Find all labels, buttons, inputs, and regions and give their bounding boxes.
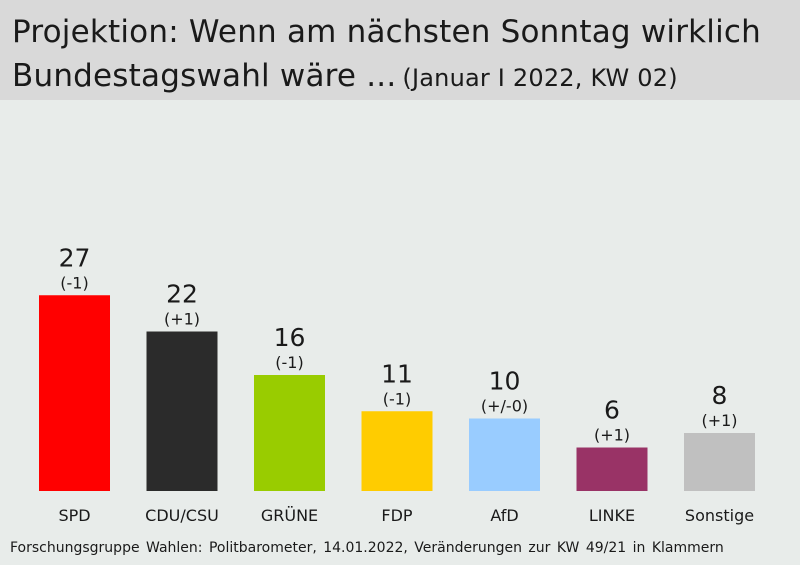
change-label-sonstige: (+1) <box>701 411 737 430</box>
change-label-spd: (-1) <box>60 273 88 292</box>
bar-fdp <box>361 411 433 491</box>
bar-spd <box>39 295 110 491</box>
category-label-gr-ne: GRÜNE <box>261 506 318 525</box>
bar-cdu-csu <box>146 331 218 491</box>
category-label-fdp: FDP <box>381 506 413 525</box>
category-label-afd: AfD <box>490 506 518 525</box>
category-label-sonstige: Sonstige <box>685 506 754 525</box>
category-label-cdu-csu: CDU/CSU <box>145 506 219 525</box>
source-footnote: Forschungsgruppe Wahlen: Politbarometer,… <box>10 540 724 556</box>
chart-header: Projektion: Wenn am nächsten Sonntag wir… <box>0 0 800 100</box>
value-label-spd: 27 <box>59 243 91 272</box>
value-label-gr-ne: 16 <box>274 323 306 352</box>
value-label-fdp: 11 <box>381 359 413 388</box>
bar-linke <box>576 447 648 491</box>
bar-afd <box>469 418 540 491</box>
category-label-spd: SPD <box>58 506 90 525</box>
value-label-cdu-csu: 22 <box>166 280 198 309</box>
value-label-linke: 6 <box>604 396 620 425</box>
category-label-linke: LINKE <box>589 506 635 525</box>
value-label-sonstige: 8 <box>712 381 728 410</box>
bar-sonstige <box>684 433 755 491</box>
chart-title-line2: Bundestagswahl wäre ... (Januar I 2022, K… <box>12 58 678 94</box>
chart-title-continued: Bundestagswahl wäre ... <box>12 58 397 94</box>
change-label-afd: (+/-0) <box>481 397 528 416</box>
value-label-afd: 10 <box>489 367 521 396</box>
change-label-fdp: (-1) <box>383 389 411 408</box>
chart-title: Projektion: Wenn am nächsten Sonntag wir… <box>12 14 762 50</box>
bar-chart: 27(-1)SPD22(+1)CDU/CSU16(-1)GRÜNE11(-1)F… <box>39 243 755 525</box>
change-label-cdu-csu: (+1) <box>164 310 200 329</box>
change-label-gr-ne: (-1) <box>275 353 303 372</box>
bar-gr-ne <box>254 375 325 491</box>
change-label-linke: (+1) <box>594 426 630 445</box>
chart-subtitle: (Januar I 2022, KW 02) <box>402 64 678 92</box>
